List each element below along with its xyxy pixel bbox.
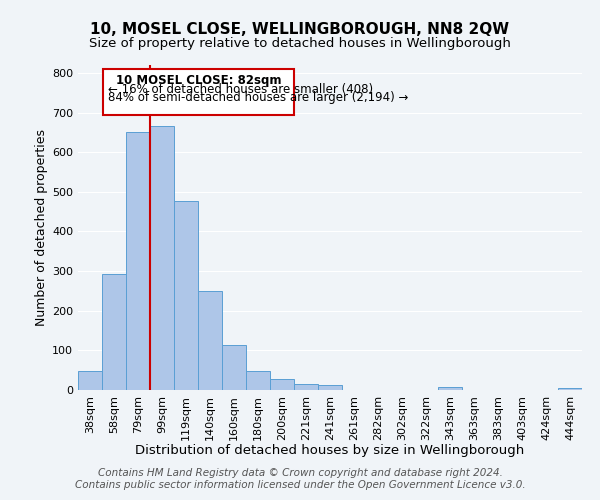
Bar bbox=[222, 345, 246, 390]
Text: Contains HM Land Registry data © Crown copyright and database right 2024.
Contai: Contains HM Land Registry data © Crown c… bbox=[74, 468, 526, 490]
Text: 84% of semi-detached houses are larger (2,194) →: 84% of semi-detached houses are larger (… bbox=[108, 91, 409, 104]
Bar bbox=[103, 69, 294, 114]
Text: Size of property relative to detached houses in Wellingborough: Size of property relative to detached ho… bbox=[89, 38, 511, 51]
Y-axis label: Number of detached properties: Number of detached properties bbox=[35, 129, 48, 326]
Bar bbox=[78, 371, 102, 390]
Bar bbox=[294, 384, 318, 390]
Bar bbox=[246, 370, 270, 390]
Bar bbox=[558, 388, 582, 390]
Bar bbox=[270, 379, 294, 390]
Text: ← 16% of detached houses are smaller (408): ← 16% of detached houses are smaller (40… bbox=[108, 83, 373, 96]
Text: 10 MOSEL CLOSE: 82sqm: 10 MOSEL CLOSE: 82sqm bbox=[116, 74, 281, 86]
Bar bbox=[438, 387, 462, 390]
Bar bbox=[174, 200, 198, 390]
Text: 10, MOSEL CLOSE, WELLINGBOROUGH, NN8 2QW: 10, MOSEL CLOSE, WELLINGBOROUGH, NN8 2QW bbox=[91, 22, 509, 38]
Bar bbox=[126, 132, 150, 390]
Bar bbox=[318, 385, 342, 390]
Bar bbox=[150, 126, 174, 390]
X-axis label: Distribution of detached houses by size in Wellingborough: Distribution of detached houses by size … bbox=[136, 444, 524, 457]
Bar bbox=[102, 274, 126, 390]
Bar bbox=[198, 291, 222, 390]
